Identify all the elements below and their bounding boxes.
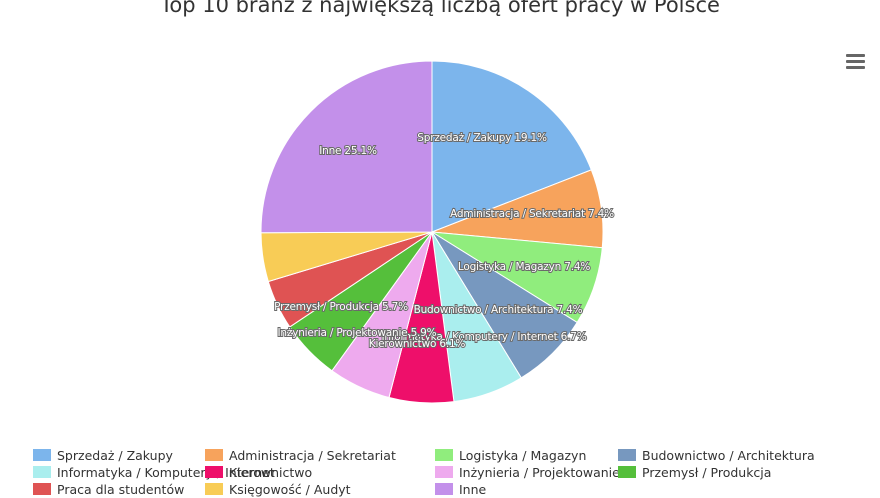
pie-slice-label: Budownictwo / Architektura 7.4%: [414, 304, 583, 316]
legend-label: Logistyka / Magazyn: [459, 448, 587, 463]
legend-label: Inne: [459, 482, 487, 497]
legend-label: Kierownictwo: [229, 465, 313, 480]
pie-slice-label: Sprzedaż / Zakupy 19.1%: [417, 132, 547, 144]
legend-label: Praca dla studentów: [57, 482, 185, 497]
legend-label: Inżynieria / Projektowanie: [459, 465, 620, 480]
pie-slice-label: Inne 25.1%: [319, 145, 377, 157]
pie-slice-label: Informatyka / Komputery / Internet 6.7%: [381, 331, 586, 343]
legend-item[interactable]: Praca dla studentów: [33, 482, 184, 498]
legend-swatch: [618, 466, 636, 478]
legend-label: Sprzedaż / Zakupy: [57, 448, 173, 463]
export-menu-button[interactable]: [845, 53, 867, 71]
legend-swatch: [205, 466, 223, 478]
legend-swatch: [33, 483, 51, 495]
legend-item[interactable]: Przemysł / Produkcja: [618, 465, 771, 481]
pie-slice[interactable]: [260, 60, 433, 234]
pie-slice-label: Administracja / Sekretariat 7.4%: [450, 208, 614, 220]
legend-item[interactable]: Sprzedaż / Zakupy: [33, 448, 173, 464]
pie-chart: Sprzedaż / Zakupy 19.1% Administracja / S…: [260, 60, 615, 404]
legend-item[interactable]: Kierownictwo: [205, 465, 312, 481]
legend-label: Budownictwo / Architektura: [642, 448, 815, 463]
legend-swatch: [618, 449, 636, 461]
legend-swatch: [33, 466, 51, 478]
legend-item[interactable]: Księgowość / Audyt: [205, 482, 351, 498]
pie-slice[interactable]: [431, 60, 592, 233]
pie-slice-label: Przemysł / Produkcja 5.7%: [274, 301, 408, 313]
chart-legend: Sprzedaż / Zakupy Administracja / Sekreta…: [0, 446, 880, 498]
legend-swatch: [435, 466, 453, 478]
legend-item[interactable]: Inżynieria / Projektowanie: [435, 465, 620, 481]
legend-label: Administracja / Sekretariat: [229, 448, 396, 463]
chart-title: Top 10 branż z największą liczbą ofert p…: [160, 0, 720, 17]
hamburger-menu-icon: [846, 54, 865, 57]
legend-item[interactable]: Administracja / Sekretariat: [205, 448, 396, 464]
legend-swatch: [205, 483, 223, 495]
hamburger-menu-icon-bar: [846, 66, 865, 69]
legend-label: Księgowość / Audyt: [229, 482, 351, 497]
pie-slice-label: Logistyka / Magazyn 7.4%: [458, 261, 590, 273]
legend-item[interactable]: Budownictwo / Architektura: [618, 448, 815, 464]
legend-label: Przemysł / Produkcja: [642, 465, 772, 480]
hamburger-menu-icon-bar: [846, 60, 865, 63]
legend-swatch: [205, 449, 223, 461]
legend-item[interactable]: Logistyka / Magazyn: [435, 448, 586, 464]
pie-slice-label: Inżynieria / Projektowanie 5.9%: [278, 327, 437, 339]
legend-swatch: [33, 449, 51, 461]
legend-item[interactable]: Inne: [435, 482, 486, 498]
pie-slice-label: Kierownictwo 6.1%: [369, 338, 466, 350]
legend-swatch: [435, 483, 453, 495]
legend-swatch: [435, 449, 453, 461]
